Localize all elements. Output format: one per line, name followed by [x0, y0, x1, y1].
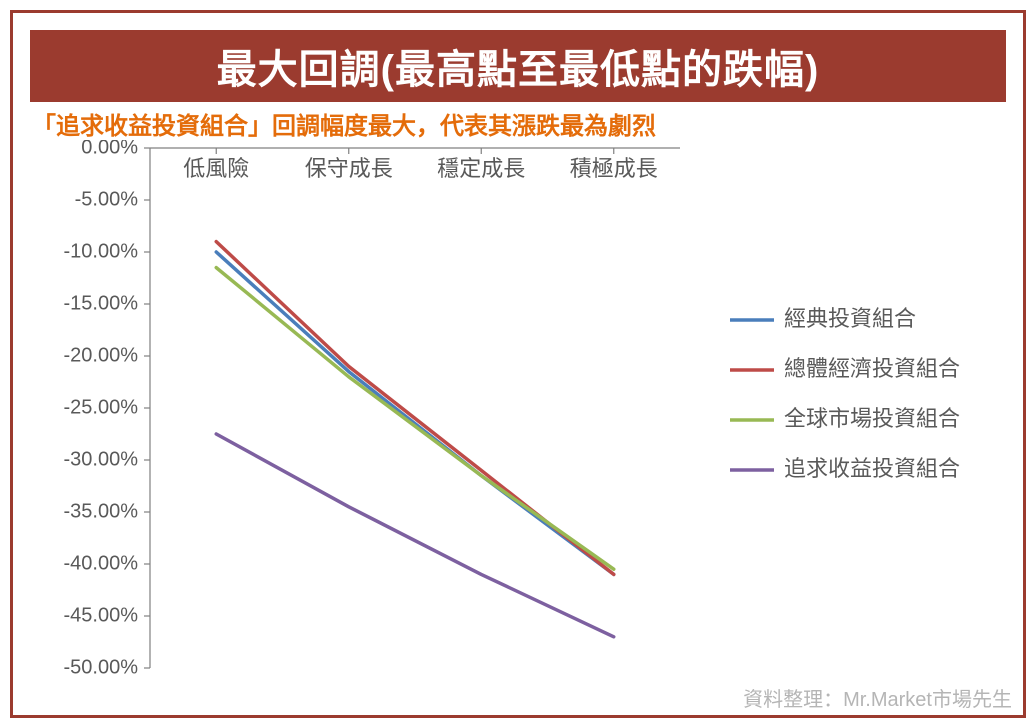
line-chart-svg: 0.00% -5.00% -10.00% -15.00% -20.00% -25.00% -… [30, 140, 1006, 700]
x-category-label: 保守成長 [305, 156, 393, 181]
chart-title: 最大回調(最高點至最低點的跌幅) [30, 30, 1006, 102]
series-line [216, 434, 614, 637]
y-tick-label: -20.00% [64, 344, 139, 366]
x-category-label: 穩定成長 [437, 156, 525, 181]
chart-area: 0.00% -5.00% -10.00% -15.00% -20.00% -25.00% -… [30, 140, 1006, 700]
y-tick-label: -10.00% [64, 240, 139, 262]
y-tick-label: -25.00% [64, 396, 139, 418]
chart-title-text: 最大回調(最高點至最低點的跌幅) [217, 37, 820, 95]
y-tick-label: 0.00% [81, 140, 138, 158]
credit-line: 資料整理：Mr.Market市場先生 [743, 683, 1012, 712]
y-tick-label: -45.00% [64, 604, 139, 626]
legend-label: 全球市場投資組合 [784, 406, 960, 431]
legend-label: 追求收益投資組合 [784, 456, 960, 481]
x-category-label: 積極成長 [570, 156, 658, 181]
series-line [216, 242, 614, 575]
chart-subtitle: 「追求收益投資組合」回調幅度最大，代表其漲跌最為劇烈 [32, 106, 656, 141]
y-tick-label: -35.00% [64, 500, 139, 522]
y-tick-label: -5.00% [75, 188, 139, 210]
y-tick-label: -40.00% [64, 552, 139, 574]
y-tick-label: -15.00% [64, 292, 139, 314]
legend-label: 經典投資組合 [784, 306, 916, 331]
credit-text: 資料整理：Mr.Market市場先生 [743, 689, 1012, 711]
legend-label: 總體經濟投資組合 [784, 356, 960, 381]
y-tick-label: -30.00% [64, 448, 139, 470]
chart-subtitle-text: 「追求收益投資組合」回調幅度最大，代表其漲跌最為劇烈 [32, 113, 656, 140]
x-category-label: 低風險 [183, 156, 249, 181]
y-tick-label: -50.00% [64, 656, 139, 678]
